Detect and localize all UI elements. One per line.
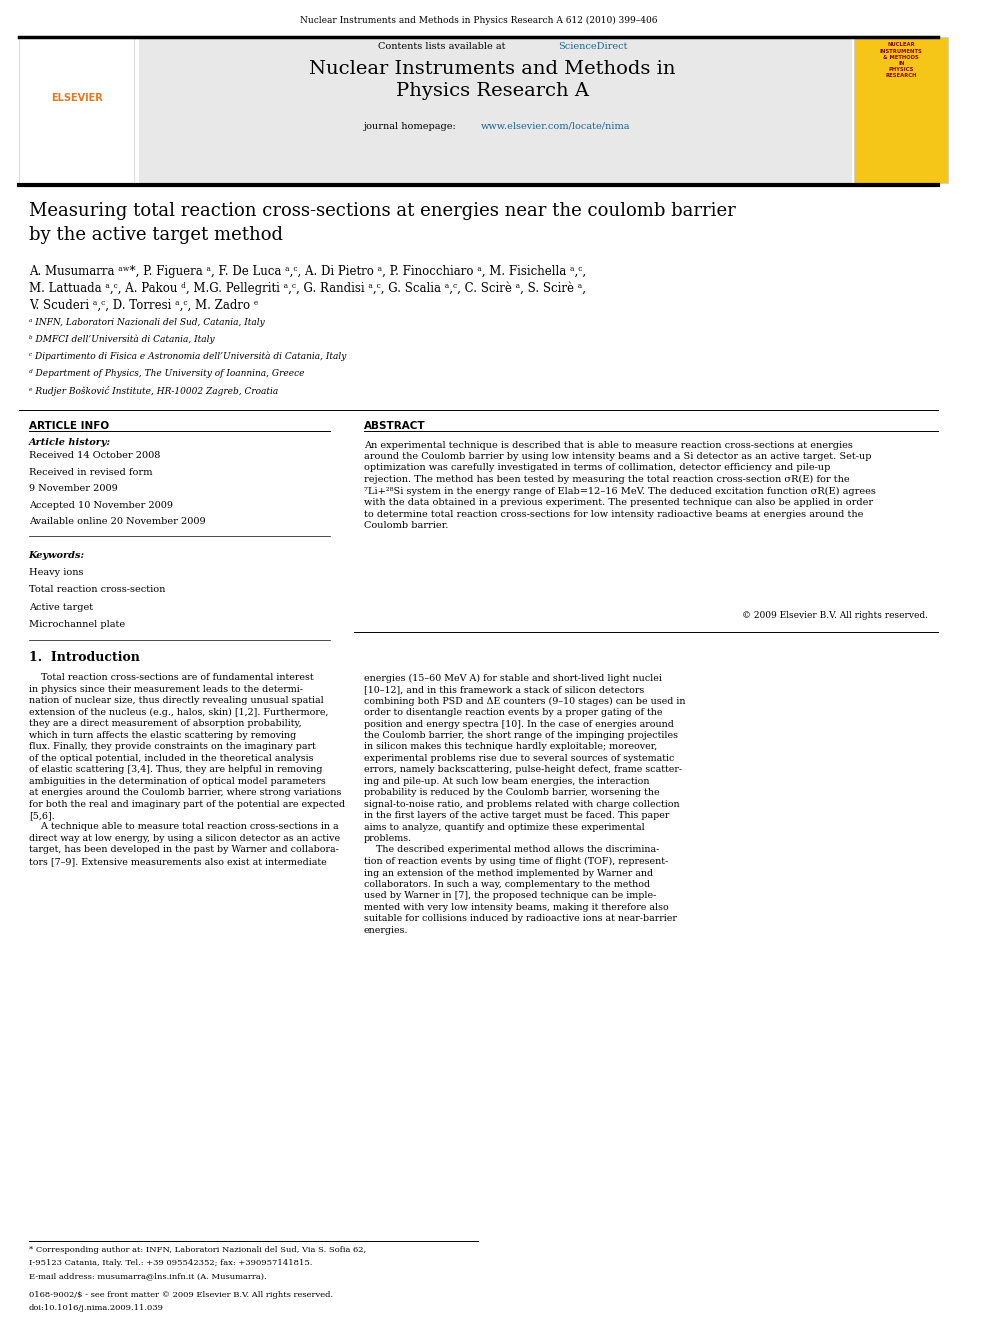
FancyBboxPatch shape <box>854 37 948 183</box>
Text: Article history:: Article history: <box>29 438 111 447</box>
Text: Nuclear Instruments and Methods in Physics Research A 612 (2010) 399–406: Nuclear Instruments and Methods in Physi… <box>300 16 657 25</box>
FancyBboxPatch shape <box>19 37 134 183</box>
Text: Nuclear Instruments and Methods in
Physics Research A: Nuclear Instruments and Methods in Physi… <box>310 60 676 99</box>
Text: I-95123 Catania, Italy. Tel.: +39 095542352; fax: +390957141815.: I-95123 Catania, Italy. Tel.: +39 095542… <box>29 1259 312 1267</box>
Text: A. Musumarra ᵃʷ*, P. Figuera ᵃ, F. De Luca ᵃ,ᶜ, A. Di Pietro ᵃ, P. Finocchiaro ᵃ: A. Musumarra ᵃʷ*, P. Figuera ᵃ, F. De Lu… <box>29 265 586 278</box>
Text: * Corresponding author at: INFN, Laboratori Nazionali del Sud, Via S. Sofia 62,: * Corresponding author at: INFN, Laborat… <box>29 1246 366 1254</box>
Text: Accepted 10 November 2009: Accepted 10 November 2009 <box>29 500 173 509</box>
Text: V. Scuderi ᵃ,ᶜ, D. Torresi ᵃ,ᶜ, M. Zadro ᵉ: V. Scuderi ᵃ,ᶜ, D. Torresi ᵃ,ᶜ, M. Zadro… <box>29 299 258 312</box>
Text: Received 14 October 2008: Received 14 October 2008 <box>29 451 160 460</box>
Text: ᶜ Dipartimento di Fisica e Astronomia dell’Università di Catania, Italy: ᶜ Dipartimento di Fisica e Astronomia de… <box>29 352 346 361</box>
Text: ᵇ DMFCI dell’Università di Catania, Italy: ᵇ DMFCI dell’Università di Catania, Ital… <box>29 335 214 344</box>
Text: ScienceDirect: ScienceDirect <box>558 42 627 52</box>
Text: Received in revised form: Received in revised form <box>29 467 152 476</box>
Text: Total reaction cross-sections are of fundamental interest
in physics since their: Total reaction cross-sections are of fun… <box>29 673 345 865</box>
Text: Contents lists available at: Contents lists available at <box>378 42 509 52</box>
Text: ARTICLE INFO: ARTICLE INFO <box>29 421 109 431</box>
Text: Active target: Active target <box>29 602 93 611</box>
Text: An experimental technique is described that is able to measure reaction cross-se: An experimental technique is described t… <box>364 441 876 531</box>
Text: ABSTRACT: ABSTRACT <box>364 421 426 431</box>
Text: Measuring total reaction cross-sections at energies near the coulomb barrier
by : Measuring total reaction cross-sections … <box>29 202 735 243</box>
Text: Keywords:: Keywords: <box>29 550 85 560</box>
Text: M. Lattuada ᵃ,ᶜ, A. Pakou ᵈ, M.G. Pellegriti ᵃ,ᶜ, G. Randisi ᵃ,ᶜ, G. Scalia ᵃ,ᶜ,: M. Lattuada ᵃ,ᶜ, A. Pakou ᵈ, M.G. Pelleg… <box>29 282 585 295</box>
Text: 0168-9002/$ - see front matter © 2009 Elsevier B.V. All rights reserved.: 0168-9002/$ - see front matter © 2009 El… <box>29 1291 333 1299</box>
Text: doi:10.1016/j.nima.2009.11.039: doi:10.1016/j.nima.2009.11.039 <box>29 1304 164 1312</box>
Text: energies (15–60 MeV A) for stable and short-lived light nuclei
[10–12], and in t: energies (15–60 MeV A) for stable and sh… <box>364 673 685 935</box>
Text: Heavy ions: Heavy ions <box>29 568 83 577</box>
Text: 1.  Introduction: 1. Introduction <box>29 651 140 664</box>
Text: E-mail address: musumarra@lns.infn.it (A. Musumarra).: E-mail address: musumarra@lns.infn.it (A… <box>29 1273 266 1281</box>
Text: NUCLEAR
INSTRUMENTS
& METHODS
IN
PHYSICS
RESEARCH: NUCLEAR INSTRUMENTS & METHODS IN PHYSICS… <box>880 42 923 78</box>
Text: Total reaction cross-section: Total reaction cross-section <box>29 585 165 594</box>
Text: ᵉ Rudjer Bošković Institute, HR-10002 Zagreb, Croatia: ᵉ Rudjer Bošković Institute, HR-10002 Za… <box>29 386 278 397</box>
Text: www.elsevier.com/locate/nima: www.elsevier.com/locate/nima <box>481 122 631 131</box>
Text: journal homepage:: journal homepage: <box>364 122 459 131</box>
Text: ELSEVIER: ELSEVIER <box>51 93 102 103</box>
Text: Available online 20 November 2009: Available online 20 November 2009 <box>29 517 205 527</box>
Text: 9 November 2009: 9 November 2009 <box>29 484 117 493</box>
FancyBboxPatch shape <box>139 37 851 183</box>
Text: ᵃ INFN, Laboratori Nazionali del Sud, Catania, Italy: ᵃ INFN, Laboratori Nazionali del Sud, Ca… <box>29 318 265 327</box>
Text: © 2009 Elsevier B.V. All rights reserved.: © 2009 Elsevier B.V. All rights reserved… <box>742 611 929 620</box>
Text: ᵈ Department of Physics, The University of Ioannina, Greece: ᵈ Department of Physics, The University … <box>29 369 305 378</box>
Text: Microchannel plate: Microchannel plate <box>29 619 125 628</box>
